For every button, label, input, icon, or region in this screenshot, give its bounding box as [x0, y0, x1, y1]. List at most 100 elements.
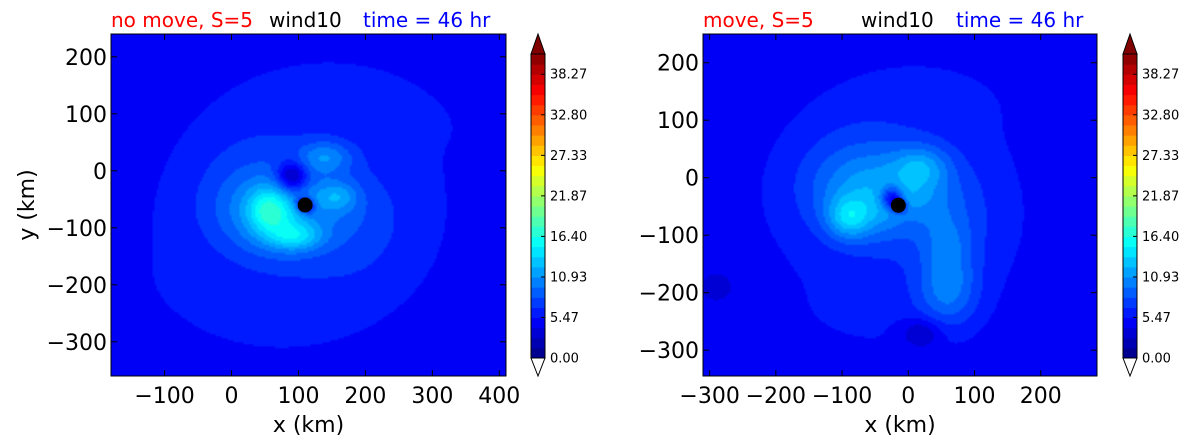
storm-center-marker: [297, 197, 313, 213]
colorbar-level: [1123, 195, 1137, 207]
title-variable: wind10: [861, 8, 934, 32]
colorbar-level: [1123, 347, 1137, 359]
colorbar-tick-label: 38.27: [550, 68, 587, 83]
colorbar-level: [531, 226, 545, 237]
colorbar-tick-label: 0.00: [550, 352, 579, 367]
colorbar-level: [531, 307, 545, 319]
colorbar-level: [1123, 64, 1137, 75]
colorbar-extend-max: [1122, 32, 1138, 55]
colorbar-level: [1123, 236, 1137, 248]
colorbar: 0.00 5.47 10.93 16.40 21.87 27.33 32.80 38.27: [530, 32, 587, 378]
x-tick-label: −100: [812, 384, 872, 409]
right-contour-panel: −300 −200 −100 0 100 2002001000−100−200−300x …: [639, 8, 1180, 438]
colorbar-level: [1123, 216, 1137, 227]
colorbar-level: [531, 74, 545, 85]
colorbar-level: [531, 175, 545, 187]
y-tick-label: 100: [65, 103, 107, 128]
x-tick-label: 0: [901, 384, 915, 409]
colorbar-tick-label: 21.87: [550, 189, 587, 204]
colorbar-level: [1123, 337, 1137, 349]
y-tick-label: −200: [639, 282, 699, 307]
colorbar-tick-label: 5.47: [1142, 311, 1171, 326]
colorbar-level: [1123, 226, 1137, 237]
plot-frame: [702, 33, 1098, 377]
title-run: no move, S=5: [111, 8, 253, 32]
title-time: time = 46 hr: [363, 8, 491, 32]
colorbar-level: [1123, 246, 1137, 258]
colorbar-tick-label: 27.33: [1142, 149, 1179, 164]
colorbar-tick-label: 27.33: [550, 149, 587, 164]
title-run: move, S=5: [703, 8, 814, 32]
colorbar-level: [1123, 94, 1137, 106]
colorbar-level: [531, 276, 545, 288]
colorbar-level: [531, 317, 545, 329]
colorbar-level: [531, 195, 545, 207]
colorbar-level: [531, 256, 545, 268]
colorbar-level: [531, 104, 545, 116]
colorbar-level: [531, 185, 545, 197]
colorbar-tick-label: 16.40: [550, 230, 587, 245]
colorbar-frame: [530, 53, 546, 359]
x-axis-label: x (km): [864, 413, 935, 438]
x-axis-label: x (km): [273, 413, 344, 438]
x-tick-label: 100: [953, 384, 995, 409]
colorbar-level: [1123, 114, 1137, 126]
colorbar-level: [1123, 327, 1137, 339]
colorbar-level: [1123, 185, 1137, 197]
colorbar: 0.00 5.47 10.93 16.40 21.87 27.33 32.80 38.27: [1122, 32, 1179, 378]
x-tick-label: 200: [1020, 384, 1062, 409]
colorbar-level: [1123, 135, 1137, 146]
colorbar-level: [1123, 54, 1137, 65]
y-tick-label: 100: [657, 109, 699, 134]
y-tick-label: 200: [65, 46, 107, 71]
colorbar-level: [1123, 84, 1137, 96]
colorbar-level: [531, 165, 545, 177]
colorbar-level: [1123, 307, 1137, 319]
colorbar-level: [531, 64, 545, 75]
colorbar-level: [1123, 266, 1137, 278]
y-tick-label: −300: [639, 339, 699, 364]
colorbar-tick-label: 16.40: [1142, 230, 1179, 245]
colorbar-tick-label: 32.80: [1142, 108, 1179, 123]
colorbar-level: [531, 216, 545, 227]
colorbar-level: [1123, 175, 1137, 187]
x-tick-label: −200: [746, 384, 806, 409]
y-axis-label: y (km): [15, 169, 40, 240]
colorbar-tick-label: 10.93: [1142, 270, 1179, 285]
x-tick-label: −300: [679, 384, 739, 409]
colorbar-level: [531, 266, 545, 278]
colorbar-level: [531, 84, 545, 96]
x-tick-label: −100: [134, 384, 194, 409]
colorbar-level: [1123, 317, 1137, 329]
left-contour-panel: −100 0 100 200 300 400 200 100 0 −100 −200 −300 x (k…: [15, 8, 587, 438]
x-tick-label: 0: [225, 384, 239, 409]
x-tick-label: 100: [277, 384, 319, 409]
colorbar-level: [531, 337, 545, 349]
y-tick-label: −300: [47, 331, 107, 356]
colorbar-level: [1123, 145, 1137, 156]
colorbar-level: [531, 246, 545, 258]
title-time: time = 46 hr: [956, 8, 1084, 32]
colorbar-level: [1123, 165, 1137, 177]
colorbar-level: [531, 287, 545, 298]
colorbar-level: [531, 347, 545, 359]
colorbar-level: [531, 145, 545, 156]
x-tick-label: 200: [344, 384, 386, 409]
y-tick-label: −200: [47, 274, 107, 299]
y-tick-label: 0: [93, 160, 107, 185]
colorbar-tick-label: 10.93: [550, 270, 587, 285]
y-tick-label: 0: [685, 167, 699, 192]
colorbar-level: [531, 114, 545, 126]
colorbar-level: [1123, 155, 1137, 167]
colorbar-level: [531, 236, 545, 248]
colorbar-level: [531, 124, 545, 136]
y-tick-label: 200: [657, 52, 699, 77]
colorbar-tick-label: 5.47: [550, 311, 579, 326]
colorbar-level: [531, 297, 545, 308]
x-tick-label: 400: [478, 384, 520, 409]
colorbar-level: [1123, 124, 1137, 136]
colorbar-tick-label: 38.27: [1142, 68, 1179, 83]
colorbar-level: [1123, 74, 1137, 85]
y-tick-label: −100: [639, 224, 699, 249]
colorbar-level: [1123, 104, 1137, 116]
